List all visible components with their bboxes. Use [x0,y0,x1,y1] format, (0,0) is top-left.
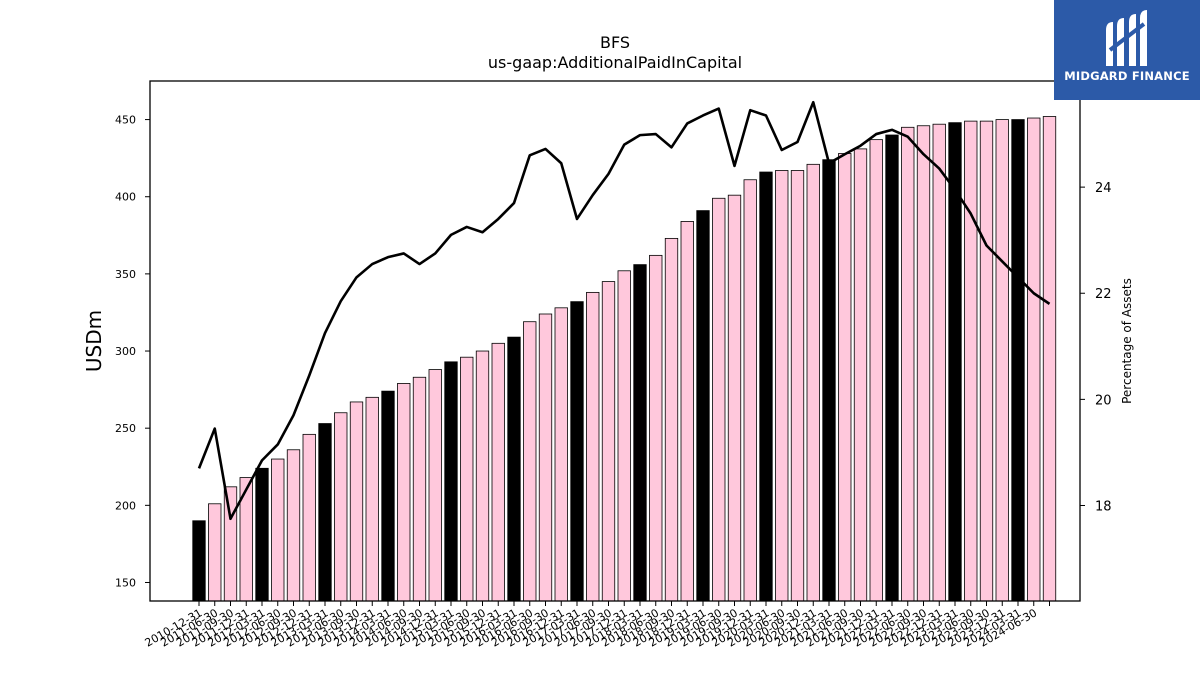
bar-2021-12-31 [885,134,899,602]
y-axis-right: 18 20 22 24 [1080,181,1112,514]
bar-2015-03-31 [460,356,474,602]
bar-2021-09-30 [869,139,883,602]
y-right-tick-label: 22 [1095,287,1112,302]
bar-2023-03-31 [964,120,978,602]
bar-2023-12-31 [1011,119,1025,602]
bar-2017-09-30 [617,270,631,602]
bar-2020-06-30 [790,170,805,602]
bar-2013-09-30 [365,396,379,602]
y-axis-right-label: Percentage of Assets [1120,278,1134,404]
bar-2021-06-30 [853,148,868,602]
bar-2022-06-30 [916,125,931,602]
bar-2018-09-30 [680,221,694,602]
bar-2014-03-31 [397,383,411,602]
bar-2017-03-31 [586,291,600,602]
bar-2010-12-31 [192,520,206,602]
bar-2011-03-31 [208,503,222,602]
bar-2012-12-31 [318,423,332,602]
y-right-tick-label: 18 [1095,499,1112,514]
y-tick-label: 400 [115,191,136,204]
bar-2023-09-30 [995,119,1009,602]
bar-2019-03-31 [712,197,726,602]
y-tick-label: 150 [115,576,136,589]
brand-logo: MIDGARD FINANCE [1054,0,1200,100]
y-tick-label: 300 [115,345,136,358]
bar-series [192,116,1057,602]
bar-2018-03-31 [649,254,663,602]
bar-2015-06-30 [475,350,490,602]
y-tick-label: 350 [115,268,136,281]
bar-2023-06-30 [979,120,994,602]
bar-2020-03-31 [775,170,789,602]
bar-2020-09-30 [806,163,820,602]
bar-2019-06-30 [727,194,742,602]
bar-2017-06-30 [601,281,616,602]
y-axis-left: 150 200 250 300 350 400 450 [115,114,150,589]
bar-2011-06-30 [223,486,238,602]
x-axis: 2010-12-312011-06-302011-09-302011-12-31… [143,601,1050,650]
logo-text: MIDGARD FINANCE [1064,69,1190,83]
bar-2013-06-30 [349,401,364,602]
bar-2015-12-31 [507,336,521,602]
bar-2017-12-31 [633,264,647,602]
bar-2016-09-30 [554,307,568,602]
bar-2024-03-31 [1027,117,1041,602]
bar-2013-03-31 [334,412,348,602]
y-tick-label: 200 [115,499,136,512]
bar-2020-12-31 [822,159,836,602]
bar-2011-12-31 [255,467,269,602]
bar-2022-03-31 [901,126,915,602]
bar-2012-09-30 [302,433,316,602]
bar-2018-06-30 [664,237,679,602]
bar-2016-12-31 [570,301,584,602]
bar-2015-09-30 [491,342,505,602]
y-tick-label: 450 [115,114,136,127]
bar-2019-12-31 [759,171,773,602]
bar-2018-12-31 [696,210,710,602]
bar-2024-06-30 [1042,116,1057,602]
bar-2012-06-30 [286,449,301,602]
bar-2019-09-30 [743,179,757,602]
bar-2014-06-30 [412,376,427,602]
y-right-tick-label: 24 [1095,181,1112,196]
y-right-tick-label: 20 [1095,393,1112,408]
y-tick-label: 250 [115,422,136,435]
percentage-line [197,100,1051,521]
chart-subtitle: us-gaap:AdditionalPaidInCapital [488,53,742,72]
bar-2012-03-31 [271,458,285,602]
bar-2014-12-31 [444,361,458,602]
bar-2016-03-31 [523,321,537,602]
bar-2014-09-30 [428,369,442,602]
chart-title: BFS [600,33,630,52]
bar-2022-09-30 [932,123,946,602]
bar-2021-03-31 [838,153,852,602]
bar-2016-06-30 [538,313,553,602]
plot-frame [149,80,1081,602]
logo-mark-icon [1106,10,1147,66]
y-axis-label: USDm [82,310,106,372]
bar-2013-12-31 [381,390,395,602]
